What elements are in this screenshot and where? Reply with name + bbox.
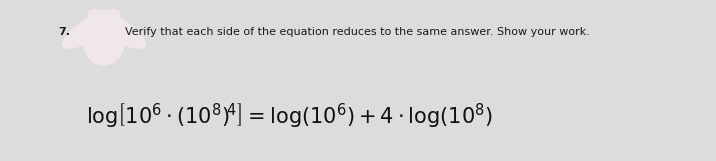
Text: $\log\!\left[10^6 \cdot \left(10^8\right)^{\!4}\right] = \log\!\left(10^6\right): $\log\!\left[10^6 \cdot \left(10^8\right… <box>86 102 493 130</box>
Ellipse shape <box>88 10 145 48</box>
Ellipse shape <box>84 22 124 65</box>
Text: 7.: 7. <box>59 27 70 37</box>
Ellipse shape <box>62 10 120 48</box>
Text: Verify that each side of the equation reduces to the same answer. Show your work: Verify that each side of the equation re… <box>125 27 590 37</box>
